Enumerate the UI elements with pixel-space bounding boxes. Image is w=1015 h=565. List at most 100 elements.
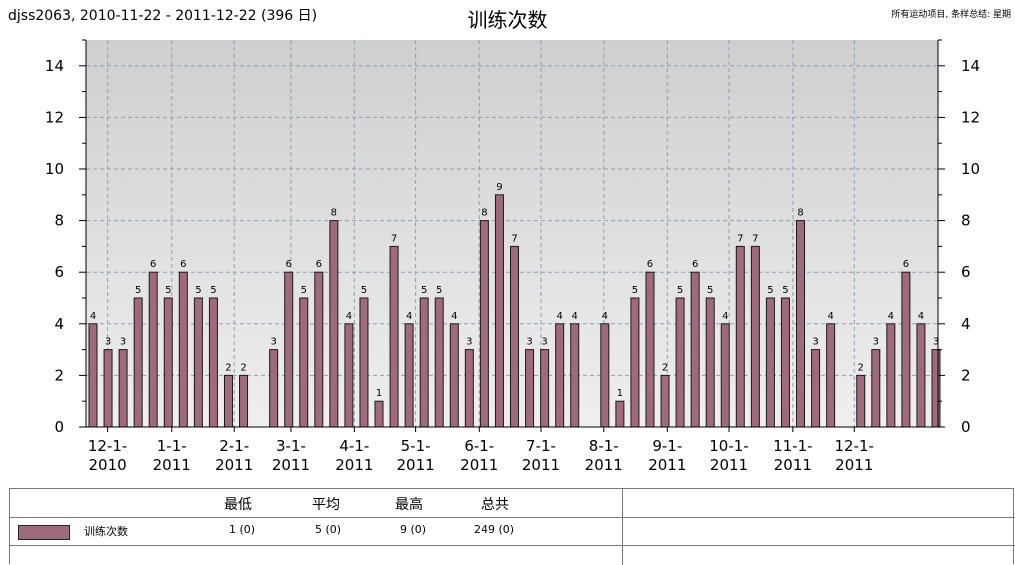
x-tick-label: 2011	[272, 456, 310, 474]
x-tick-label: 1-1-	[157, 437, 187, 455]
y-tick-label: 6	[961, 263, 971, 281]
y-tick-label: 14	[45, 57, 64, 75]
bar	[223, 374, 233, 428]
x-tick-label: 2011	[460, 456, 498, 474]
x-tick-label: 12-1-	[88, 437, 127, 455]
x-tick-label: 2011	[153, 456, 191, 474]
bar-value-label: 4	[90, 311, 96, 322]
bar	[705, 297, 715, 428]
bar-value-label: 5	[361, 285, 367, 296]
bar-value-label: 3	[873, 337, 879, 348]
bar	[615, 400, 625, 428]
y-tick-label: 0	[961, 418, 971, 436]
x-tick-label: 2011	[397, 456, 435, 474]
bar-value-label: 5	[421, 285, 427, 296]
axes: 12-1-20101-1-20112-1-20113-1-20114-1-201…	[45, 39, 980, 474]
bar	[630, 297, 640, 428]
bar-value-label: 5	[767, 285, 773, 296]
bar-value-label: 5	[301, 285, 307, 296]
x-tick-label: 2011	[648, 456, 686, 474]
bar	[359, 297, 369, 428]
bar-value-label: 6	[150, 259, 156, 270]
bar-value-label: 5	[632, 285, 638, 296]
bar	[148, 271, 158, 428]
bar-value-label: 6	[286, 259, 292, 270]
bar	[555, 323, 565, 428]
header-min: 最低	[224, 497, 252, 513]
value-max: 9 (0)	[400, 523, 427, 536]
bar-value-label: 8	[331, 208, 337, 219]
chart-title: 训练次数	[467, 8, 548, 32]
bar-value-label: 5	[165, 285, 171, 296]
bar-value-label: 4	[888, 311, 894, 322]
bar	[510, 245, 519, 428]
bar	[344, 323, 354, 428]
bar	[284, 271, 294, 428]
bar	[434, 297, 444, 428]
bar	[570, 323, 580, 428]
bar-value-label: 3	[120, 337, 126, 348]
bar-value-label: 7	[391, 233, 397, 244]
y-tick-label: 14	[961, 57, 980, 75]
bar-value-label: 2	[225, 362, 231, 373]
bar	[525, 349, 535, 428]
bar	[133, 297, 143, 428]
bar	[826, 323, 836, 428]
bar	[494, 194, 504, 428]
y-tick-label: 12	[961, 108, 980, 126]
x-tick-label: 11-1-	[773, 437, 812, 455]
bar-value-label: 6	[180, 259, 186, 270]
y-tick-label: 2	[961, 366, 971, 384]
bar	[163, 297, 173, 428]
chart-subtitle: djss2063, 2010-11-22 - 2011-12-22 (396 日…	[8, 8, 318, 24]
x-tick-label: 5-1-	[401, 437, 431, 455]
bar	[856, 374, 866, 428]
bar-value-label: 4	[572, 311, 578, 322]
x-tick-label: 2011	[835, 456, 873, 474]
x-tick-label: 2011	[215, 456, 253, 474]
bar-value-label: 9	[496, 182, 502, 193]
bar-value-label: 6	[692, 259, 698, 270]
bar	[796, 220, 806, 428]
bar-value-label: 4	[602, 311, 608, 322]
bar-value-label: 7	[752, 233, 758, 244]
bar-value-label: 5	[436, 285, 442, 296]
bar	[464, 349, 474, 428]
bar-value-label: 3	[526, 337, 532, 348]
bar	[479, 220, 489, 428]
bar	[329, 220, 339, 428]
chart-filter-label: 所有运动项目, 条样总结: 星期	[891, 10, 1011, 20]
bar	[118, 349, 128, 428]
bar-value-label: 4	[451, 311, 457, 322]
y-tick-label: 8	[961, 212, 971, 230]
y-tick-label: 0	[54, 418, 64, 436]
x-tick-label: 3-1-	[276, 437, 306, 455]
bar-value-label: 3	[933, 337, 939, 348]
series-color-swatch	[18, 525, 70, 540]
bar	[886, 323, 896, 428]
x-tick-label: 2011	[585, 456, 623, 474]
bar-value-label: 5	[707, 285, 713, 296]
bar-value-label: 4	[918, 311, 924, 322]
bar	[765, 297, 775, 428]
bar	[901, 271, 911, 428]
x-tick-label: 10-1-	[709, 437, 748, 455]
y-tick-label: 10	[45, 160, 64, 178]
bar	[916, 323, 926, 428]
bar-value-label: 3	[466, 337, 472, 348]
bar	[269, 349, 279, 428]
bar-value-label: 2	[662, 362, 668, 373]
bar-value-label: 8	[481, 208, 487, 219]
x-tick-label: 9-1-	[652, 437, 682, 455]
header-total: 总共	[481, 497, 509, 513]
value-avg: 5 (0)	[315, 523, 342, 536]
bar	[103, 349, 113, 428]
bar-value-label: 5	[677, 285, 683, 296]
bar	[645, 271, 655, 428]
bar	[660, 374, 670, 428]
bar	[374, 400, 384, 428]
bar-value-label: 1	[617, 388, 623, 399]
y-tick-label: 2	[54, 366, 64, 384]
bar-value-label: 7	[737, 233, 743, 244]
bar-value-label: 3	[105, 337, 111, 348]
